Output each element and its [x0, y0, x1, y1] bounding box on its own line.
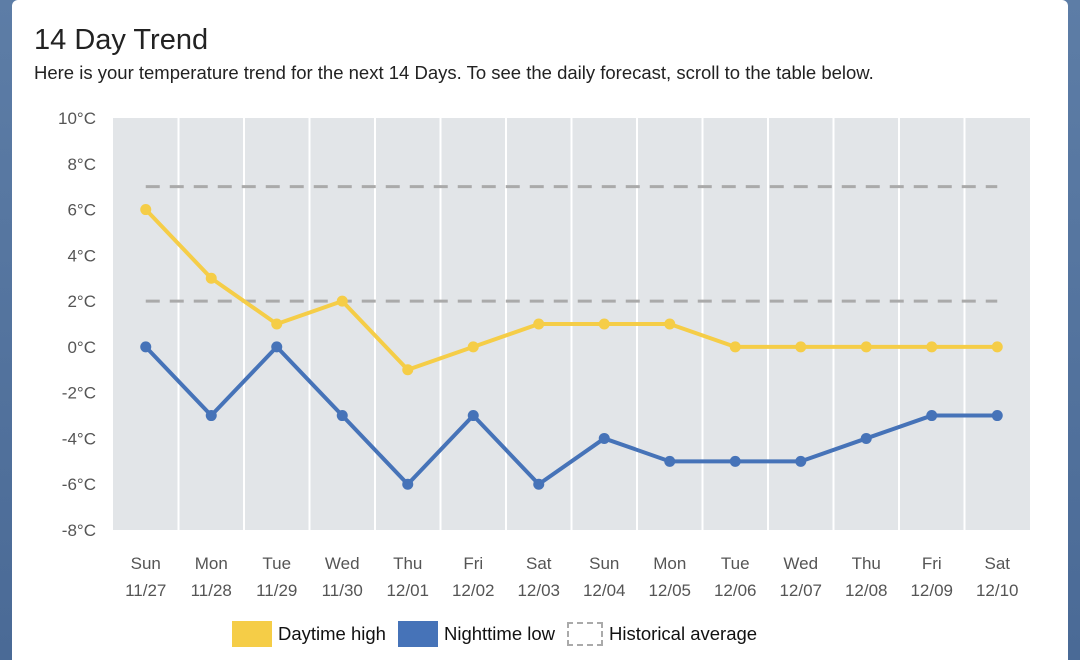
x-tick-date-label: 12/10 [976, 581, 1019, 600]
legend-item-daytime-high[interactable]: Daytime high [232, 621, 386, 647]
data-point-daytime-high [336, 295, 348, 307]
x-tick-day-label: Tue [262, 554, 291, 573]
y-tick-label: -4°C [62, 429, 96, 448]
x-tick-day-label: Fri [922, 554, 942, 573]
x-tick-date-label: 12/02 [452, 581, 495, 600]
data-point-daytime-high [795, 341, 807, 353]
series-line-nighttime-low [144, 344, 998, 487]
data-point-nighttime-low [205, 410, 217, 422]
x-tick-day-label: Sat [526, 554, 552, 573]
x-tick-day-label: Thu [393, 554, 422, 573]
data-point-nighttime-low [140, 341, 152, 353]
data-point-daytime-high [664, 318, 676, 330]
data-point-nighttime-low [533, 478, 545, 490]
data-point-daytime-high [860, 341, 872, 353]
y-tick-label: 8°C [67, 155, 96, 174]
y-tick-label: 10°C [58, 109, 96, 128]
data-point-daytime-high [402, 364, 414, 376]
data-point-nighttime-low [664, 455, 676, 467]
y-tick-label: -8°C [62, 521, 96, 540]
legend-item-historical-average[interactable]: Historical average [567, 622, 757, 646]
chart-title: 14 Day Trend [34, 24, 209, 56]
temperature-trend-chart: 10°C 8°C 6°C 4°C 2°C 0°C -2°C -4°C -6°C -8°C Sun 11… [58, 109, 1030, 600]
x-tick-day-label: Sun [131, 554, 161, 573]
data-point-nighttime-low [795, 455, 807, 467]
legend-swatch-daytime-high [232, 621, 272, 647]
legend-label-historical-average: Historical average [609, 623, 758, 644]
y-tick-label: -6°C [62, 475, 96, 494]
x-tick-date-label: 11/30 [322, 581, 363, 600]
y-tick-label: 6°C [67, 201, 96, 220]
data-point-nighttime-low [926, 410, 938, 422]
x-tick-day-label: Mon [653, 554, 686, 573]
legend-label-daytime-high: Daytime high [278, 623, 386, 644]
data-point-daytime-high [467, 341, 479, 353]
data-point-nighttime-low [860, 432, 872, 444]
series-line-daytime-high [144, 208, 998, 372]
data-point-nighttime-low [402, 478, 414, 490]
data-point-daytime-high [729, 341, 741, 353]
chart-legend: Daytime high Nighttime low Historical av… [232, 620, 769, 648]
x-tick-day-label: Sun [589, 554, 619, 573]
data-point-daytime-high [598, 318, 610, 330]
data-point-daytime-high [271, 318, 283, 330]
y-tick-label: 4°C [67, 246, 96, 265]
data-point-daytime-high [533, 318, 545, 330]
data-point-daytime-high [926, 341, 938, 353]
data-point-nighttime-low [271, 341, 283, 353]
x-tick-date-label: 11/29 [256, 581, 297, 600]
y-tick-label: -2°C [62, 384, 96, 403]
x-tick-day-label: Sat [984, 554, 1010, 573]
x-tick-date-label: 12/08 [845, 581, 888, 600]
data-point-nighttime-low [991, 410, 1003, 422]
x-tick-day-label: Fri [463, 554, 483, 573]
x-tick-date-label: 12/04 [583, 581, 626, 600]
x-tick-date-label: 12/07 [779, 581, 822, 600]
x-tick-day-label: Tue [721, 554, 750, 573]
data-point-nighttime-low [467, 410, 479, 422]
x-tick-day-label: Thu [852, 554, 881, 573]
data-point-daytime-high [140, 204, 152, 216]
y-tick-label: 2°C [67, 292, 96, 311]
legend-label-nighttime-low: Nighttime low [443, 623, 556, 644]
x-tick-date-label: 12/09 [910, 581, 953, 600]
legend-swatch-nighttime-low [397, 621, 438, 647]
x-tick-date-label: 12/05 [648, 581, 691, 600]
x-tick-date-label: 12/03 [517, 581, 560, 600]
x-tick-date-label: 12/06 [714, 581, 757, 600]
x-tick-day-label: Wed [783, 554, 818, 573]
data-point-nighttime-low [598, 432, 610, 444]
x-tick-date-label: 11/28 [191, 581, 232, 600]
x-tick-day-label: Wed [325, 554, 360, 573]
legend-swatch-historical-average [567, 622, 604, 646]
x-tick-day-label: Mon [195, 554, 228, 573]
y-tick-label: 0°C [67, 338, 96, 357]
x-tick-date-label: 11/27 [125, 581, 166, 600]
legend-item-nighttime-low[interactable]: Nighttime low [397, 621, 556, 647]
data-point-daytime-high [205, 272, 217, 284]
x-tick-date-label: 12/01 [386, 581, 429, 600]
data-point-nighttime-low [729, 455, 741, 467]
data-point-nighttime-low [336, 410, 348, 422]
data-point-daytime-high [991, 341, 1003, 353]
chart-subtitle: Here is your temperature trend for the n… [34, 62, 874, 83]
